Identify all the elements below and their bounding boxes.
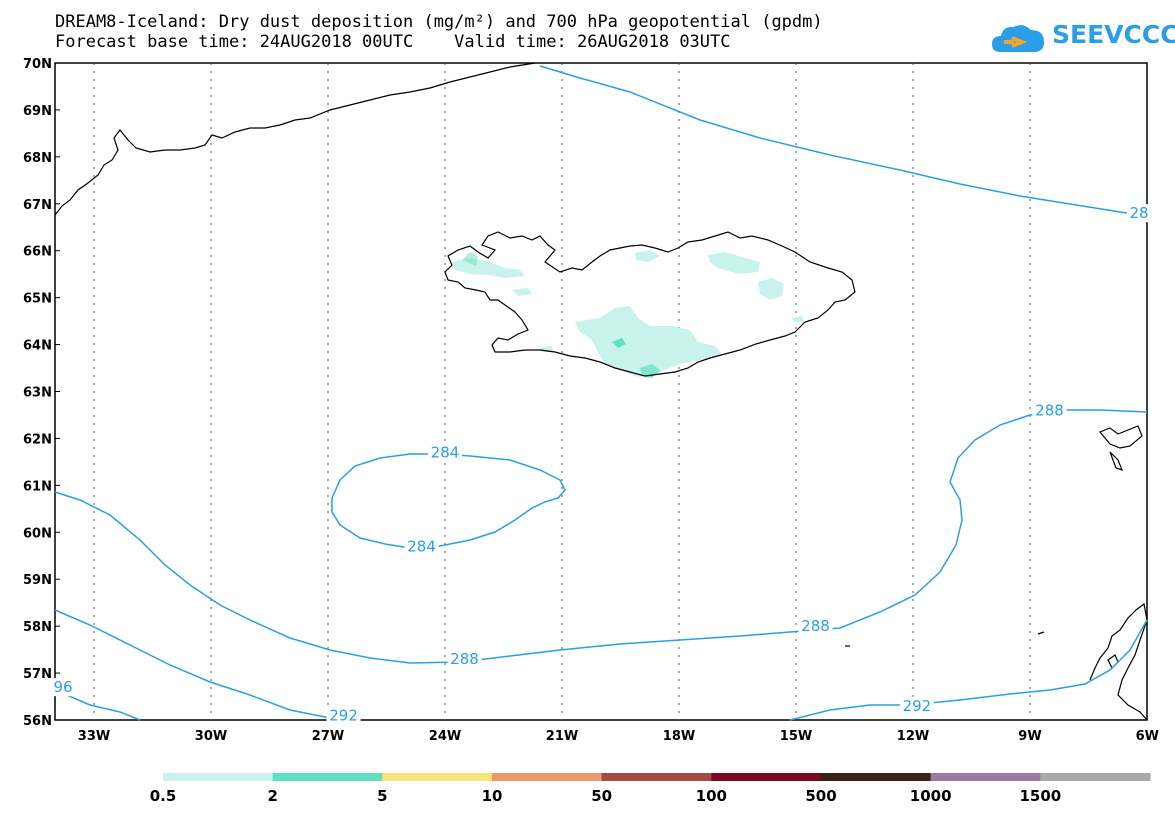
contour-label-background [51,678,75,697]
legend-color-swatch [601,773,712,781]
legend-color-swatch [163,773,274,781]
legend-label: 1000 [910,787,952,805]
legend-color-swatch [930,773,1041,781]
latitude-label: 60N [23,526,52,541]
longitude-label: 21W [546,729,578,744]
contour-line [54,609,331,719]
contour-label: 292 [903,697,932,715]
longitude-label: 33W [78,729,110,744]
contour-line [539,65,1148,217]
dust-patch [792,316,804,322]
graticule [93,63,1031,720]
contour-label: 284 [407,537,436,555]
geopotential-contours [54,65,1148,721]
contour-label-background [404,537,439,556]
cloud-logo-icon [992,25,1044,52]
legend-label: 500 [805,787,836,805]
dust-patch [758,278,784,300]
latitude-label: 68N [23,151,52,166]
colorbar-legend: 0.5 2 5 10 50 100 500 1000 1500 [150,773,1151,805]
logo-text: SEEVCCC [1052,20,1175,49]
dust-patch [612,338,626,348]
latitude-label: 59N [23,573,52,588]
dust-patch [708,252,760,274]
contour-label: 28 [1129,204,1148,222]
longitude-label: 15W [780,729,812,744]
legend-label: 50 [591,787,612,805]
contour-label-background [798,617,833,636]
contour-labels: 284 284 288 288 288 28 292 292 96 [51,204,1151,725]
legend-label: 0.5 [150,787,177,805]
contour-label-background [326,706,361,725]
coastlines [54,62,1148,721]
map-frame [54,62,1148,721]
longitude-label: 6W [1136,729,1159,744]
contour-label-background [1127,204,1151,223]
legend-label: 5 [377,787,387,805]
scotland-coast [1089,602,1148,721]
latitude-label: 56N [23,714,52,729]
longitude-label: 18W [663,729,695,744]
dust-patch [575,306,722,378]
axis-labels: 70N 69N 68N 67N 66N 65N 64N 63N 62N 61N 60N 59N 58N 5… [23,57,1159,744]
contour-label-background [899,696,934,715]
contour-line [789,619,1148,721]
legend-label: 100 [696,787,727,805]
contour-label-background [447,649,482,668]
contour-label: 284 [431,444,460,462]
latitude-label: 69N [23,104,52,119]
island-coast [1037,631,1045,635]
latitude-label: 62N [23,432,52,447]
contour-line [54,689,141,721]
contour-label-background [428,443,462,462]
dust-patch [462,252,478,266]
map-subtitle-times: Forecast base time: 24AUG2018 00UTC Vali… [55,32,731,52]
latitude-label: 63N [23,386,52,401]
longitude-label: 30W [195,729,227,744]
contour-label: 288 [450,650,479,668]
dust-deposition-shading [452,250,804,378]
legend-label: 1500 [1019,787,1061,805]
contour-label: 292 [329,706,358,724]
latitude-label: 65N [23,292,52,307]
latitude-label: 61N [23,479,52,494]
longitude-label: 24W [429,729,461,744]
greenland-coast [54,62,536,216]
contour-label: 288 [801,617,830,635]
longitude-label: 27W [312,729,344,744]
latitude-label: 57N [23,667,52,682]
contour-line [54,409,1148,664]
faroe-shetland-coast [1099,425,1143,449]
legend-color-swatch [382,773,493,781]
contour-label: 96 [53,678,72,696]
latitude-label: 67N [23,198,52,213]
longitude-label: 9W [1018,729,1041,744]
legend-label: 10 [482,787,503,805]
legend-color-swatch [821,773,932,781]
longitude-label: 12W [897,729,929,744]
latitude-label: 58N [23,620,52,635]
dust-patch [512,288,532,296]
contour-label: 288 [1035,401,1064,419]
legend-color-swatch [711,773,822,781]
latitude-label: 66N [23,245,52,260]
legend-label: 2 [267,787,277,805]
map-title: DREAM8-Iceland: Dry dust deposition (mg/… [55,12,823,32]
legend-color-swatch [492,773,603,781]
contour-label-background [1032,401,1067,420]
legend-color-swatch [1040,773,1151,781]
latitude-label: 70N [23,57,52,72]
iceland-coast [444,231,856,377]
latitude-label: 64N [23,339,52,354]
faroe-islands-coast [1109,451,1124,471]
legend-color-swatch [272,773,383,781]
dust-patch [635,250,660,262]
